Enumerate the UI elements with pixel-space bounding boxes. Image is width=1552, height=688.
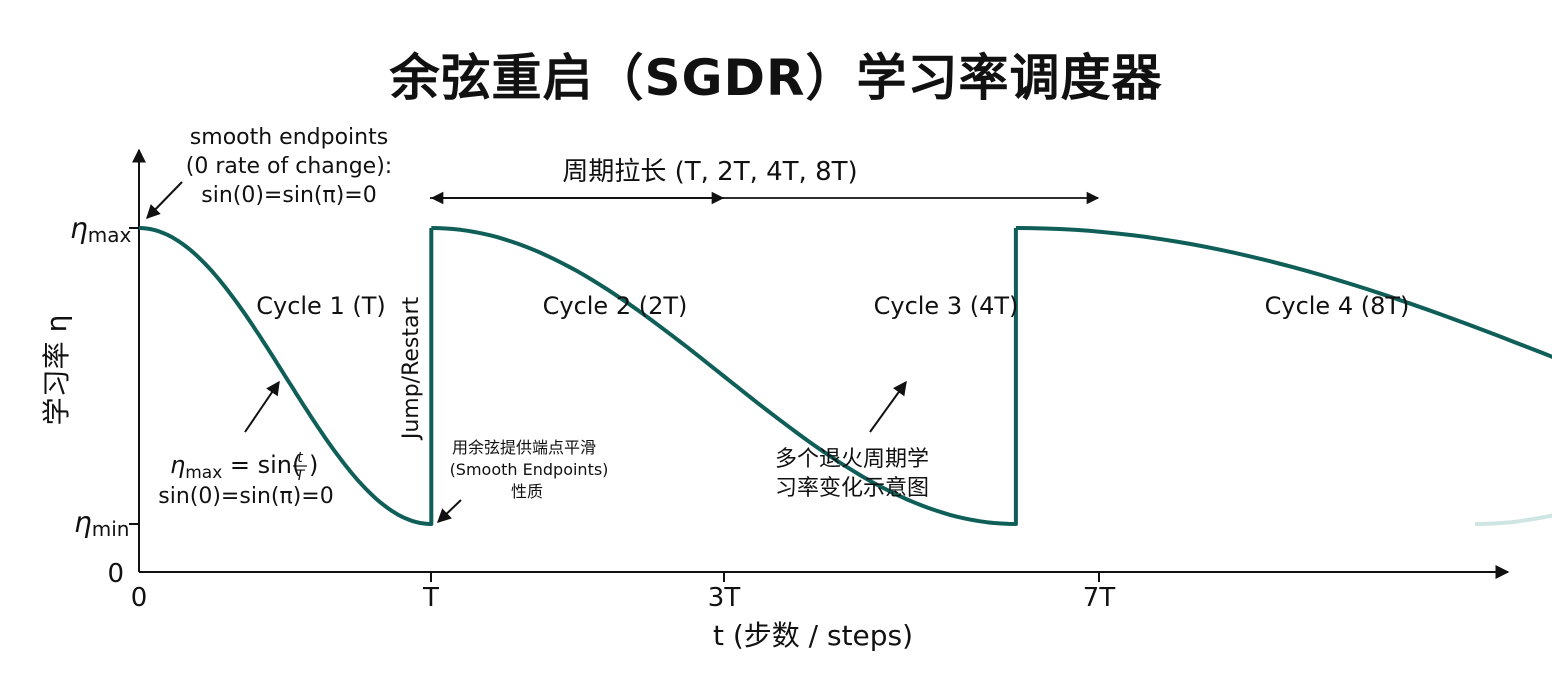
cycle-curve-2 [431,226,1018,526]
smooth-endpoints-line1: smooth endpoints [190,125,388,150]
cosine-endpoints-arrow [436,499,462,523]
cycle-label: Cycle 2 (2T) [543,292,688,320]
cycle-label: Cycle 3 (4T) [874,292,1019,320]
cycle-curve-1 [138,226,434,526]
x-tick-label: 7T [1083,583,1116,613]
smooth-endpoints-arrow [146,181,183,220]
multi-cycle-line2: 习率变化示意图 [775,476,929,501]
chart-title: 余弦重启（SGDR）学习率调度器 [389,49,1163,107]
x-tick-label: 0 [131,583,148,613]
cosine-endpoints-line3: 性质 [511,482,543,501]
lr-curves [138,226,1552,526]
eta-max-label: ηmax [70,212,131,247]
formula-line1: ηmax = sin( [170,451,301,483]
smooth-endpoints-line3: sin(0)=sin(π)=0 [201,183,376,208]
cycle-label: Cycle 1 (T) [256,292,386,320]
y-axis-label: 学习率 η [40,315,73,426]
jump-restart-label: Jump/Restart [399,296,424,441]
x-tick-label: 3T [708,583,741,613]
cycle-curve-3 [1015,226,1552,359]
cosine-endpoints-line1: 用余弦提供端点平滑 [452,438,596,457]
period-stretch-label: 周期拉长 (T, 2T, 4T, 8T) [562,157,857,187]
x-tick-label: T [422,583,439,613]
formula-line2: sin(0)=sin(π)=0 [158,484,333,509]
multi-cycle-arrow [869,380,907,433]
smooth-endpoints-line2: (0 rate of change): [186,154,392,179]
formula-fraction-den: T [296,468,306,484]
cycle-curve-4 [1474,513,1552,526]
eta-min-label: ηmin [74,506,129,541]
x-axis-label: t (步数 / steps) [713,619,913,652]
formula-close: ) [309,451,318,479]
formula-fraction-num: t [297,450,303,466]
y-zero-label: 0 [107,559,124,589]
cosine-endpoints-line2: (Smooth Endpoints) [450,460,609,479]
multi-cycle-line1: 多个退火周期学 [775,447,929,472]
formula-arrow [244,380,280,433]
cycle-label: Cycle 4 (8T) [1265,292,1410,320]
